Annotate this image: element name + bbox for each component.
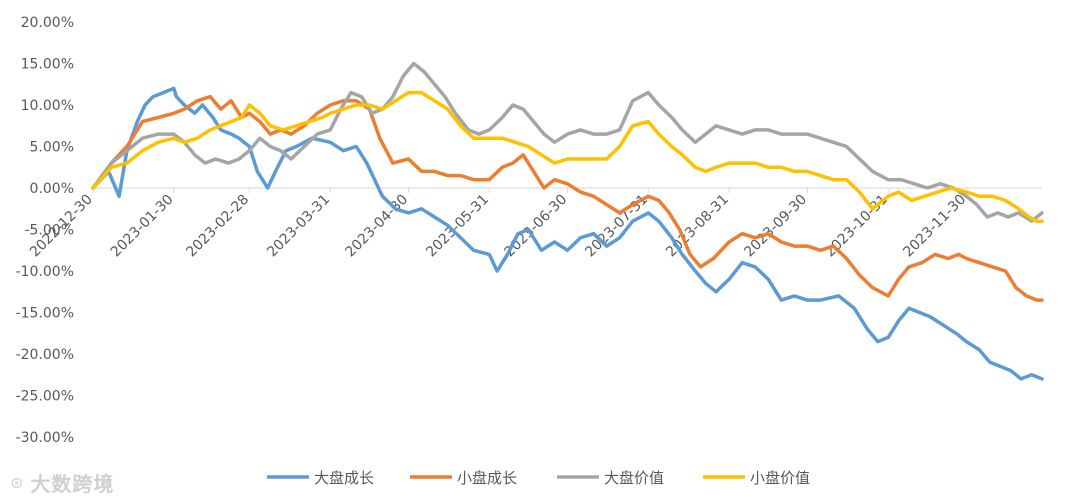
y-tick-label: 10.00% <box>21 98 74 114</box>
y-axis: 20.00% 15.00% 10.00% 5.00% 0.00% -5.00% -10.00… <box>16 15 74 446</box>
y-tick-label: -20.00% <box>16 347 74 363</box>
y-tick-label: -10.00% <box>16 264 74 280</box>
y-tick-label: 5.00% <box>30 140 74 156</box>
y-tick-label: 0.00% <box>30 181 74 197</box>
legend-label-4: 小盘价值 <box>750 469 810 487</box>
x-tick-label: 2023-03-31 <box>264 192 333 261</box>
y-tick-label: -30.00% <box>16 430 74 446</box>
legend-label-1: 大盘成长 <box>314 469 374 487</box>
series-line-2 <box>91 94 1044 302</box>
legend-label-3: 大盘价值 <box>604 469 664 487</box>
series-line-4 <box>91 90 1044 223</box>
watermark-text: 大数跨境 <box>30 472 115 496</box>
series-lines <box>91 61 1044 381</box>
x-tick-label: 2023-05-31 <box>423 192 492 261</box>
x-axis: 2022-12-30 2023-01-30 2023-02-28 2023-03-31… <box>27 187 1042 261</box>
y-tick-label: 20.00% <box>21 15 74 31</box>
legend-label-2: 小盘成长 <box>457 469 517 487</box>
x-tick-label: 2023-01-30 <box>108 192 177 261</box>
x-tick-label: 2023-04-30 <box>342 192 411 261</box>
y-tick-label: -15.00% <box>16 306 74 322</box>
y-tick-label: 15.00% <box>21 57 74 73</box>
x-tick-label: 2023-02-28 <box>183 192 252 261</box>
y-tick-label: -25.00% <box>16 389 74 405</box>
watermark: ⊙ 大数跨境 <box>10 468 114 497</box>
legend: 大盘成长 小盘成长 大盘价值 小盘价值 <box>267 469 810 487</box>
series-line-1 <box>91 86 1044 381</box>
x-tick-label: 2023-06-30 <box>501 192 570 261</box>
100-logo-icon: ⊙ <box>10 473 25 492</box>
x-tick-label: 2023-09-30 <box>741 192 810 261</box>
y-tick-label: -5.00% <box>24 223 74 239</box>
series-line-3 <box>91 61 1044 223</box>
